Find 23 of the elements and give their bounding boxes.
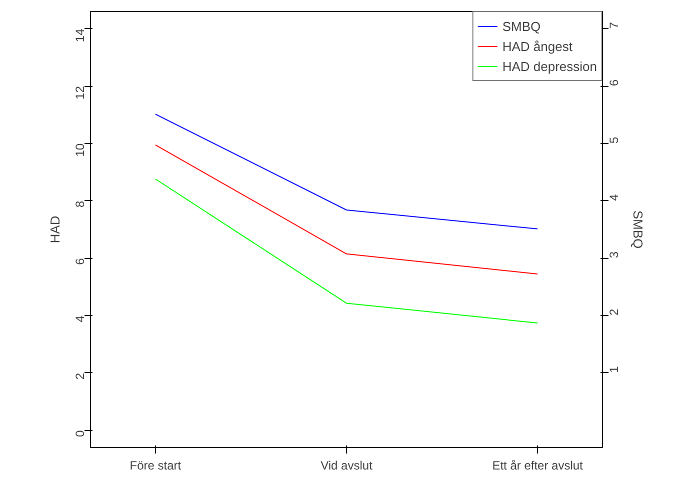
y2-tick-label: 7 xyxy=(607,22,621,29)
x-tick-label: Vid avslut xyxy=(320,458,374,472)
y2-tick-label: 5 xyxy=(607,136,621,144)
y2-tick-label: 3 xyxy=(607,251,621,258)
y-tick-label: 14 xyxy=(73,28,87,42)
y-tick-label: 4 xyxy=(73,315,87,322)
y2-tick-label: 1 xyxy=(607,366,621,373)
y-axis-title: HAD xyxy=(48,216,62,244)
legend-label: HAD ångest xyxy=(502,38,572,54)
y-tick-label: 6 xyxy=(73,258,87,265)
y2-tick-label: 6 xyxy=(607,79,621,86)
y-tick-label: 0 xyxy=(73,430,87,437)
y-tick-label: 12 xyxy=(73,86,87,100)
legend-label: SMBQ xyxy=(502,18,541,34)
x-tick-label: Före start xyxy=(130,458,182,472)
legend-label: HAD depression xyxy=(502,58,597,74)
y-tick-label: 2 xyxy=(73,372,87,380)
x-tick-label: Ett år efter avslut xyxy=(492,458,584,472)
y2-axis-title: SMBQ xyxy=(630,210,646,249)
y2-tick-label: 4 xyxy=(607,194,621,201)
y-tick-label: 8 xyxy=(73,200,87,208)
y-tick-label: 10 xyxy=(73,143,87,157)
y2-tick-label: 2 xyxy=(607,308,621,316)
